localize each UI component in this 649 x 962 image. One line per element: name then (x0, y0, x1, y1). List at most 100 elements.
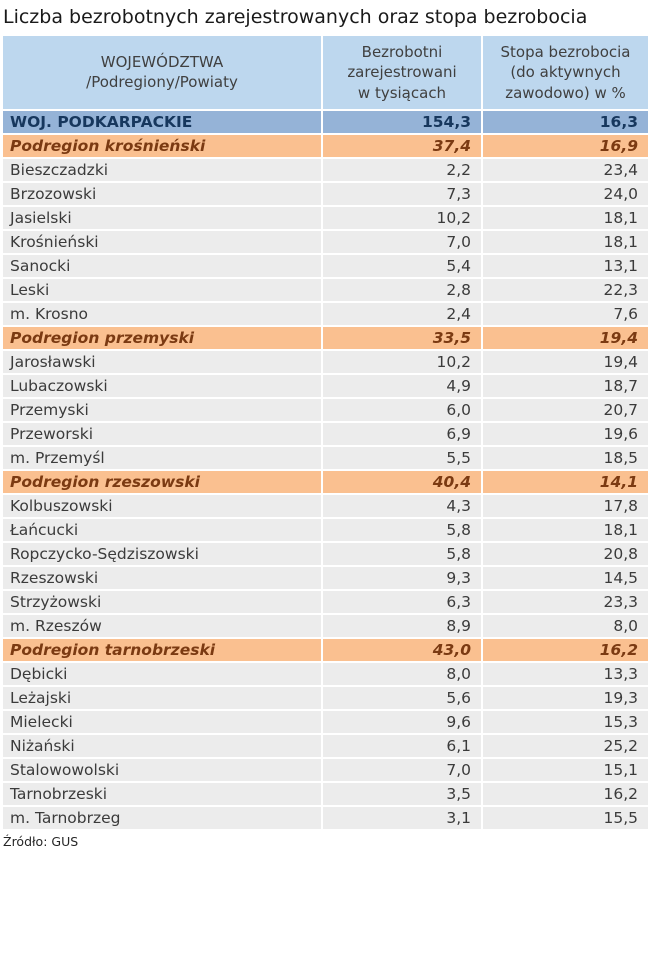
table-header: WOJEWÓDZTWA /Podregiony/Powiaty Bezrobot… (1, 34, 649, 111)
row-label: m. Krosno (1, 300, 323, 327)
row-label: Podregion przemyski (1, 324, 323, 351)
unemployed-value: 6,0 (321, 396, 483, 423)
table-row: m. Krosno 2,4 7,6 (1, 300, 649, 327)
row-label: Podregion krośnieński (1, 132, 323, 159)
rate-value: 18,1 (481, 228, 649, 255)
rate-value: 23,3 (481, 588, 649, 615)
rate-value: 14,5 (481, 564, 649, 591)
rate-value: 13,1 (481, 252, 649, 279)
row-label: WOJ. PODKARPACKIE (1, 108, 323, 135)
unemployed-value: 7,0 (321, 756, 483, 783)
unemployed-value: 10,2 (321, 204, 483, 231)
row-label: Przeworski (1, 420, 323, 447)
row-label: Ropczycko-Sędziszowski (1, 540, 323, 567)
table-row: Rzeszowski 9,3 14,5 (1, 564, 649, 591)
unemployed-value: 6,9 (321, 420, 483, 447)
unemployed-value: 8,0 (321, 660, 483, 687)
rate-value: 17,8 (481, 492, 649, 519)
rate-value: 20,8 (481, 540, 649, 567)
rate-value: 14,1 (481, 468, 649, 495)
row-label: m. Rzeszów (1, 612, 323, 639)
table-row: Tarnobrzeski 3,5 16,2 (1, 780, 649, 807)
row-label: Łańcucki (1, 516, 323, 543)
table-row: Mielecki 9,6 15,3 (1, 708, 649, 735)
row-label: Stalowowolski (1, 756, 323, 783)
rate-value: 22,3 (481, 276, 649, 303)
row-label: Brzozowski (1, 180, 323, 207)
rate-value: 18,5 (481, 444, 649, 471)
column-header-rate: Stopa bezrobocia (do aktywnych zawodowo)… (481, 34, 649, 111)
rate-value: 16,9 (481, 132, 649, 159)
row-label: Dębicki (1, 660, 323, 687)
table-row: Stalowowolski 7,0 15,1 (1, 756, 649, 783)
unemployed-value: 2,2 (321, 156, 483, 183)
table-row: Przeworski 6,9 19,6 (1, 420, 649, 447)
rate-value: 19,4 (481, 348, 649, 375)
source-note: Źródło: GUS (3, 833, 79, 849)
rate-value: 16,3 (481, 108, 649, 135)
row-label: Leski (1, 276, 323, 303)
unemployed-value: 2,8 (321, 276, 483, 303)
rate-value: 15,1 (481, 756, 649, 783)
table-row: m. Rzeszów 8,9 8,0 (1, 612, 649, 639)
row-label: Mielecki (1, 708, 323, 735)
row-label: m. Tarnobrzeg (1, 804, 323, 831)
rate-value: 19,6 (481, 420, 649, 447)
rate-value: 8,0 (481, 612, 649, 639)
table-row: Podregion krośnieński 37,4 16,9 (1, 132, 649, 159)
data-table: WOJEWÓDZTWA /Podregiony/Powiaty Bezrobot… (1, 34, 649, 831)
row-label: Tarnobrzeski (1, 780, 323, 807)
row-label: Jasielski (1, 204, 323, 231)
column-header-territory: WOJEWÓDZTWA /Podregiony/Powiaty (1, 34, 323, 111)
rate-value: 19,4 (481, 324, 649, 351)
row-label: Podregion tarnobrzeski (1, 636, 323, 663)
unemployed-value: 10,2 (321, 348, 483, 375)
unemployed-value: 5,6 (321, 684, 483, 711)
table-row: Brzozowski 7,3 24,0 (1, 180, 649, 207)
table-row: Jasielski 10,2 18,1 (1, 204, 649, 231)
table-row: Lubaczowski 4,9 18,7 (1, 372, 649, 399)
row-label: Kolbuszowski (1, 492, 323, 519)
rate-value: 15,3 (481, 708, 649, 735)
rate-value: 20,7 (481, 396, 649, 423)
table-row: Dębicki 8,0 13,3 (1, 660, 649, 687)
unemployed-value: 7,3 (321, 180, 483, 207)
unemployed-value: 9,6 (321, 708, 483, 735)
table-row: WOJ. PODKARPACKIE 154,3 16,3 (1, 108, 649, 135)
unemployed-value: 5,4 (321, 252, 483, 279)
table-row: Podregion rzeszowski 40,4 14,1 (1, 468, 649, 495)
row-label: Leżajski (1, 684, 323, 711)
row-label: Podregion rzeszowski (1, 468, 323, 495)
page: Liczba bezrobotnych zarejestrowanych ora… (1, 6, 649, 849)
table-row: Krośnieński 7,0 18,1 (1, 228, 649, 255)
table-row: Sanocki 5,4 13,1 (1, 252, 649, 279)
table-row: Kolbuszowski 4,3 17,8 (1, 492, 649, 519)
header-row: WOJEWÓDZTWA /Podregiony/Powiaty Bezrobot… (1, 34, 649, 111)
table-row: Przemyski 6,0 20,7 (1, 396, 649, 423)
unemployed-value: 3,5 (321, 780, 483, 807)
unemployed-value: 4,9 (321, 372, 483, 399)
rate-value: 23,4 (481, 156, 649, 183)
rate-value: 7,6 (481, 300, 649, 327)
unemployed-value: 6,3 (321, 588, 483, 615)
table-row: Leski 2,8 22,3 (1, 276, 649, 303)
unemployed-value: 5,5 (321, 444, 483, 471)
unemployed-value: 43,0 (321, 636, 483, 663)
table-row: Ropczycko-Sędziszowski 5,8 20,8 (1, 540, 649, 567)
row-label: Bieszczadzki (1, 156, 323, 183)
rate-value: 13,3 (481, 660, 649, 687)
rate-value: 24,0 (481, 180, 649, 207)
row-label: Jarosławski (1, 348, 323, 375)
table-row: Podregion przemyski 33,5 19,4 (1, 324, 649, 351)
column-header-unemployed: Bezrobotni zarejestrowani w tysiącach (321, 34, 483, 111)
table-row: Jarosławski 10,2 19,4 (1, 348, 649, 375)
table-row: Leżajski 5,6 19,3 (1, 684, 649, 711)
row-label: Przemyski (1, 396, 323, 423)
unemployed-value: 7,0 (321, 228, 483, 255)
rate-value: 19,3 (481, 684, 649, 711)
row-label: Lubaczowski (1, 372, 323, 399)
row-label: m. Przemyśl (1, 444, 323, 471)
unemployed-value: 5,8 (321, 516, 483, 543)
table-body: WOJ. PODKARPACKIE 154,3 16,3 Podregion kroś… (1, 108, 649, 831)
unemployed-value: 37,4 (321, 132, 483, 159)
